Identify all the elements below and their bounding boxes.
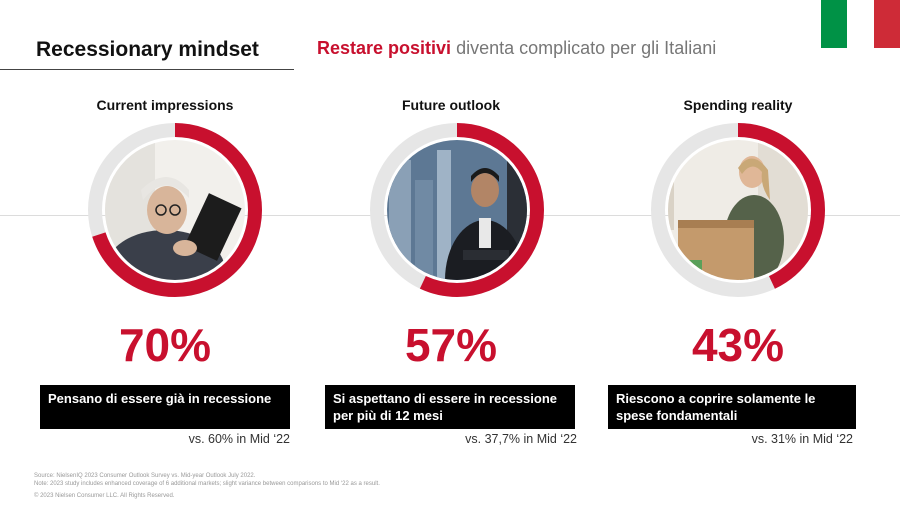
footer-note: Note: 2023 study includes enhanced cover… — [34, 481, 380, 487]
italian-flag-icon — [821, 0, 900, 48]
progress-ring — [88, 123, 262, 297]
ring-arc — [370, 123, 544, 297]
column-label: Spending reality — [683, 97, 793, 113]
footer-copyright: © 2023 Nielsen Consumer LLC. All Rights … — [34, 493, 175, 499]
flag-stripe-white — [847, 0, 874, 48]
percent-value: 57% — [404, 319, 498, 371]
column-label: Future outlook — [402, 97, 500, 113]
flag-stripe-green — [821, 0, 848, 48]
percent-value: 43% — [691, 319, 785, 371]
column-label: Current impressions — [96, 97, 234, 113]
comparison-text: vs. 60% in Mid ‘22 — [188, 432, 290, 446]
ring-arc — [651, 123, 825, 297]
page-title: Recessionary mindset — [36, 38, 259, 61]
page-subtitle: Restare positivi diventa complicato per … — [317, 38, 716, 59]
subtitle-rest: diventa complicato per gli Italiani — [456, 38, 717, 58]
statement-box: Si aspettano di essere in recessione per… — [325, 385, 575, 429]
ring-arc — [88, 123, 262, 297]
woman-with-glasses-reading-tablet-image — [105, 140, 245, 280]
comparison-text: vs. 31% in Mid ‘22 — [751, 432, 853, 446]
woman-opening-cardboard-box-image — [668, 140, 808, 280]
column-current-impressions: Current impressions 70% Pensano di esser… — [25, 0, 305, 506]
progress-ring — [370, 123, 544, 297]
man-in-suit-at-city-window-image — [387, 140, 527, 280]
subtitle-highlight: Restare positivi — [317, 38, 452, 58]
statement-box: Riescono a coprire solamente le spese fo… — [608, 385, 856, 429]
column-future-outlook: Future outlook 57% Si aspettano di esser… — [311, 0, 591, 506]
column-spending-reality: Spending reality 43% Riescono a coprire … — [598, 0, 878, 506]
footer-source: Source: NielsenIQ 2023 Consumer Outlook … — [34, 473, 256, 479]
flag-stripe-red — [873, 0, 900, 48]
progress-ring — [651, 123, 825, 297]
percent-value: 70% — [118, 319, 212, 371]
title-underline — [0, 69, 294, 70]
comparison-text: vs. 37,7% in Mid ‘22 — [465, 432, 577, 446]
statement-box: Pensano di essere già in recessione — [40, 385, 290, 429]
